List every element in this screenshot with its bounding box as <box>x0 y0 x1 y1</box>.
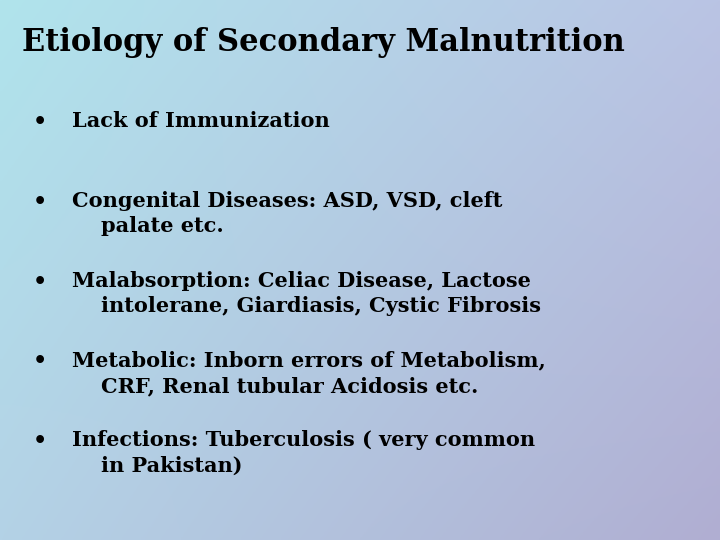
Text: Lack of Immunization: Lack of Immunization <box>72 111 330 131</box>
Text: Metabolic: Inborn errors of Metabolism,
    CRF, Renal tubular Acidosis etc.: Metabolic: Inborn errors of Metabolism, … <box>72 350 546 396</box>
Text: Etiology of Secondary Malnutrition: Etiology of Secondary Malnutrition <box>22 27 624 58</box>
Text: •: • <box>32 191 47 213</box>
Text: Malabsorption: Celiac Disease, Lactose
    intolerane, Giardiasis, Cystic Fibros: Malabsorption: Celiac Disease, Lactose i… <box>72 271 541 316</box>
Text: •: • <box>32 111 47 133</box>
Text: •: • <box>32 271 47 293</box>
Text: Infections: Tuberculosis ( very common
    in Pakistan): Infections: Tuberculosis ( very common i… <box>72 430 535 476</box>
Text: Congenital Diseases: ASD, VSD, cleft
    palate etc.: Congenital Diseases: ASD, VSD, cleft pal… <box>72 191 503 236</box>
Text: •: • <box>32 430 47 453</box>
Text: •: • <box>32 350 47 373</box>
